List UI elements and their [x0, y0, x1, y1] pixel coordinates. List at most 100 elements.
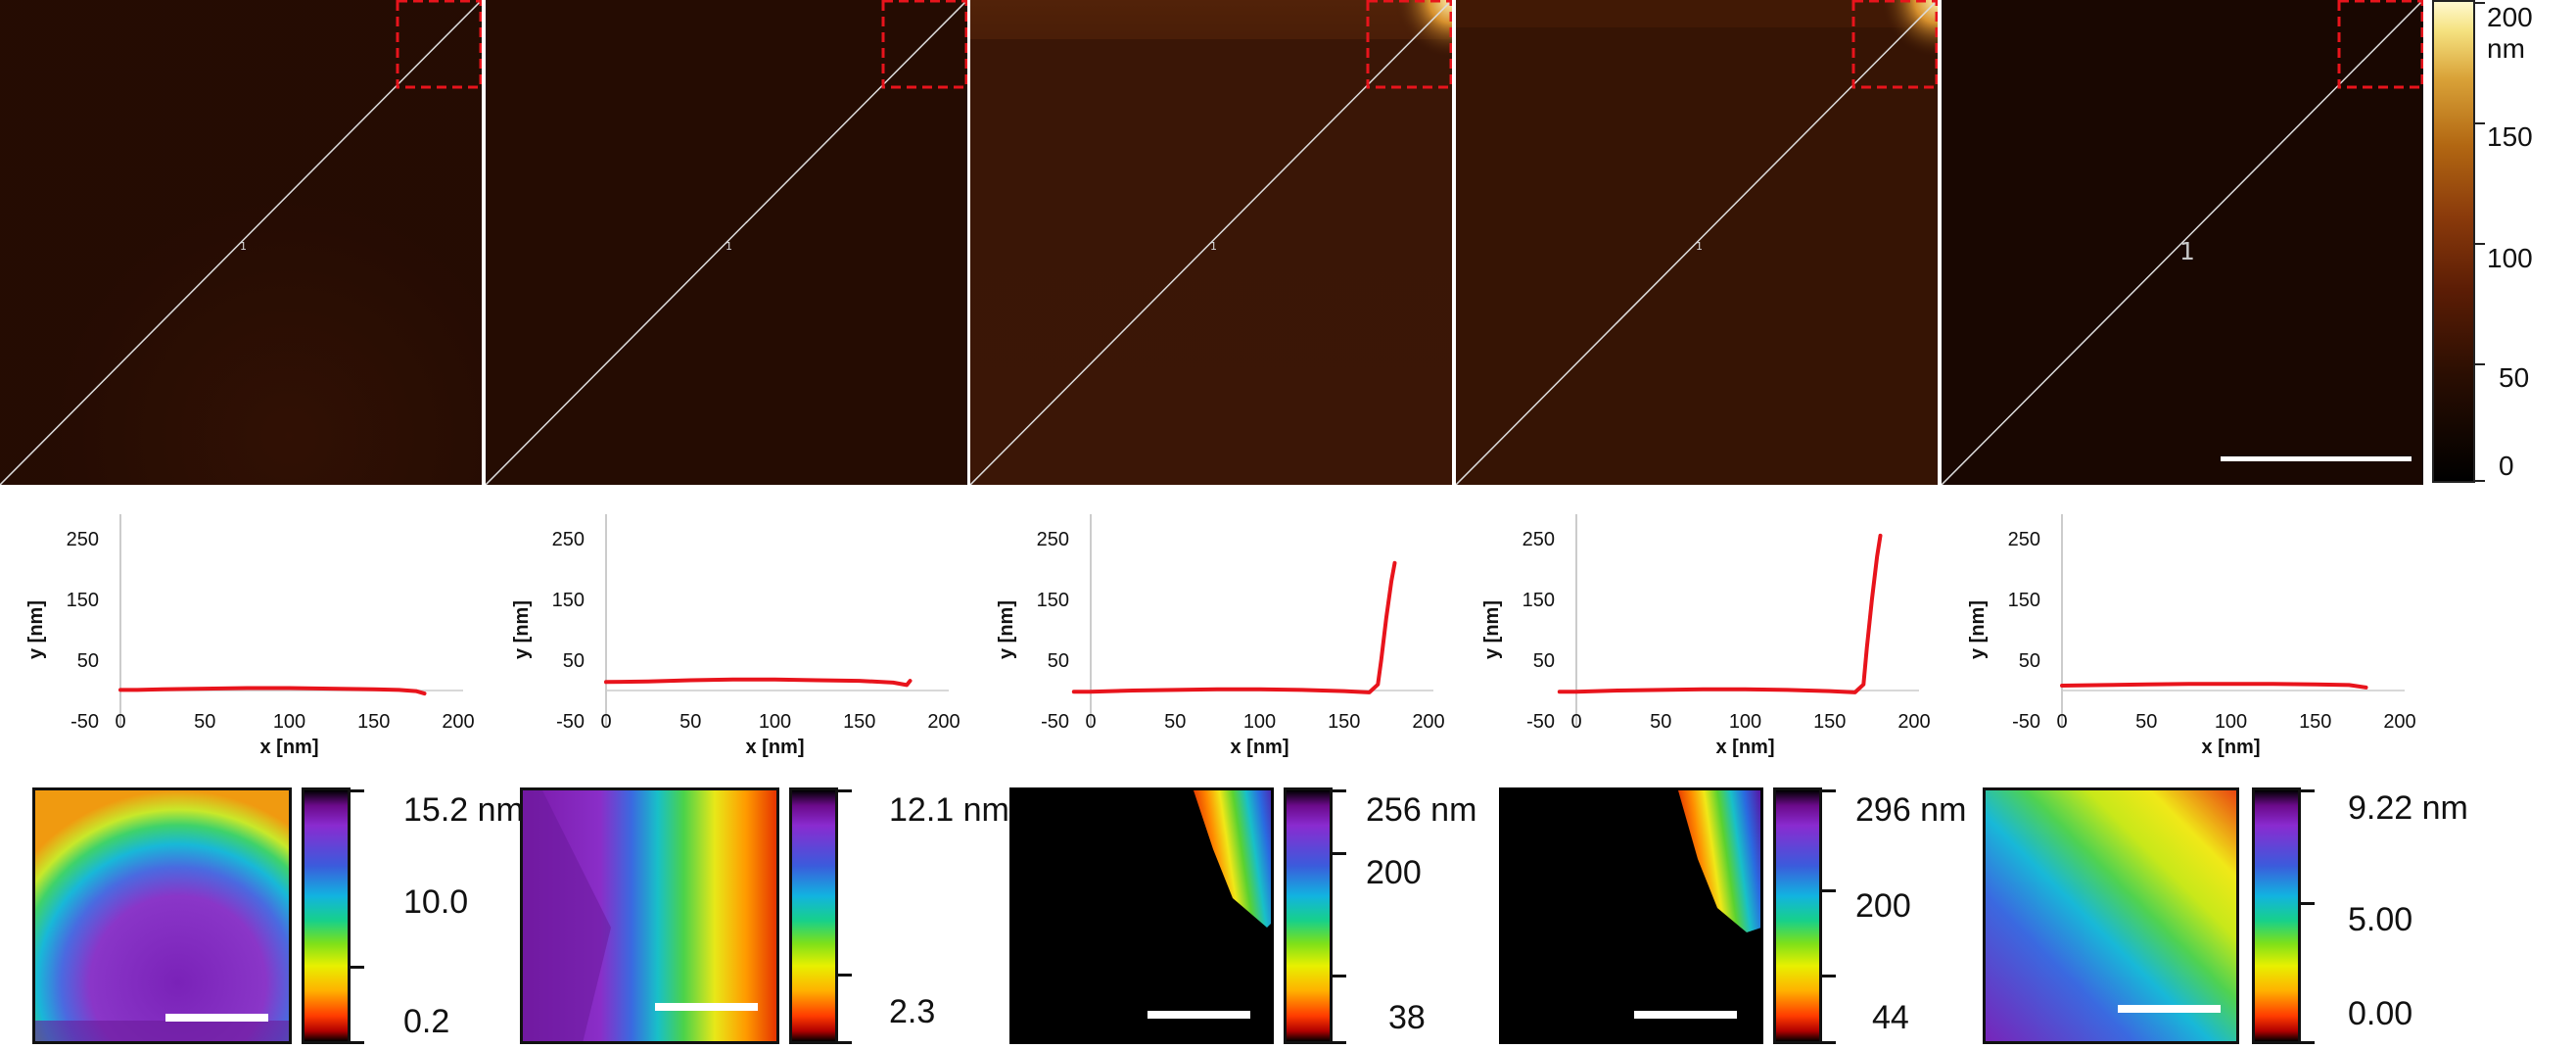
rainbow-colorbar-5 [2252, 787, 2301, 1044]
y-tick-label: -50 [556, 711, 585, 733]
y-axis-label: y [nm] [25, 600, 47, 659]
roi-box [396, 0, 482, 89]
x-axis-label: x [nm] [746, 737, 805, 758]
x-tick-label: 50 [194, 711, 215, 733]
x-tick-label: 0 [600, 711, 611, 733]
colorbar-tick [2475, 2, 2485, 4]
x-tick-label: 0 [115, 711, 125, 733]
y-tick-label: 250 [552, 529, 585, 550]
x-axis-label: x [nm] [2202, 737, 2261, 758]
profile-line-1 [1456, 0, 1938, 485]
profile-number-label: 1 [726, 240, 732, 253]
colorbar-label: 296 nm [1855, 791, 1967, 829]
colorbar-label: 0.00 [2348, 995, 2413, 1032]
x-tick-label: 150 [2299, 711, 2331, 733]
roi-box [881, 0, 967, 89]
x-tick-label: 0 [1085, 711, 1096, 733]
x-tick-label: 100 [273, 711, 305, 733]
scale-bar [655, 1003, 758, 1011]
colorbar-label: 15.2 nm [403, 791, 524, 829]
y-tick-label: -50 [1041, 711, 1069, 733]
y-tick-label: 50 [77, 650, 99, 672]
scale-bar [1634, 1011, 1737, 1019]
zoom-inset-2 [520, 787, 779, 1044]
profile-plot-1: 250 150 50 -50 0 50 100 150 200 x [nm] y [nm] [0, 500, 482, 774]
y-axis-label: y [nm] [996, 600, 1017, 659]
x-tick-label: 50 [1650, 711, 1671, 733]
y-tick-label: 150 [67, 590, 99, 611]
roi-box [2337, 0, 2423, 89]
x-tick-label: 200 [442, 711, 474, 733]
scale-bar [2118, 1005, 2221, 1013]
roi-box [1851, 0, 1938, 89]
scale-bar [2221, 456, 2412, 461]
colorbar-label: 200 [1855, 887, 1911, 925]
colorbar-label: 44 [1872, 999, 1909, 1036]
y-tick-label: 50 [2019, 650, 2040, 672]
profile-number-label: 1 [240, 240, 247, 253]
colorbar-label: 100 [2487, 243, 2533, 273]
y-tick-label: 150 [1037, 590, 1069, 611]
x-tick-label: 150 [1328, 711, 1360, 733]
x-tick-label: 100 [1243, 711, 1276, 733]
x-tick-label: 200 [1897, 711, 1930, 733]
x-tick-label: 0 [1570, 711, 1581, 733]
colorbar-label: 38 [1388, 999, 1426, 1036]
y-axis-label: y [nm] [511, 600, 533, 659]
rainbow-colorbar-1 [302, 787, 351, 1044]
zoom-inset-5 [1983, 787, 2239, 1044]
profile-plot-3: 250 150 50 -50 0 50 100 150 200 x [nm] y [nm] [970, 500, 1452, 774]
colorbar-label: 50 [2499, 362, 2530, 393]
afm-height-image-4: 1 [1456, 0, 1938, 485]
profile-series-line [2060, 682, 2368, 690]
colorbar-tick [2475, 243, 2485, 245]
x-tick-label: 150 [1813, 711, 1846, 733]
x-tick-label: 200 [2383, 711, 2415, 733]
profile-number-label: 1 [2179, 237, 2195, 265]
zoom-inset-3 [1009, 787, 1274, 1044]
x-tick-label: 200 [1412, 711, 1444, 733]
profile-series-line [604, 677, 913, 688]
y-axis-label: y [nm] [1481, 600, 1503, 659]
y-tick-label: -50 [2012, 711, 2040, 733]
y-tick-label: 50 [563, 650, 585, 672]
x-tick-label: 100 [759, 711, 791, 733]
y-tick-label: 150 [2008, 590, 2040, 611]
rainbow-colorbar-2 [789, 787, 838, 1044]
colorbar-label: 2.3 [889, 993, 936, 1030]
y-tick-label: 250 [67, 529, 99, 550]
y-tick-label: 250 [2008, 529, 2040, 550]
x-axis-label: x [nm] [260, 737, 319, 758]
colorbar-label: 150 [2487, 121, 2533, 152]
colorbar-label: 256 nm [1366, 791, 1477, 829]
y-tick-label: -50 [70, 711, 99, 733]
rainbow-colorbar-4 [1773, 787, 1822, 1044]
profile-line-1 [1942, 0, 2423, 485]
x-tick-label: 50 [2135, 711, 2157, 733]
colorbar-label: 12.1 nm [889, 791, 1009, 829]
height-colorbar [2432, 0, 2475, 483]
colorbar-tick [2475, 363, 2485, 365]
y-axis-label: y [nm] [1967, 600, 1989, 659]
profile-series-line [118, 686, 427, 696]
x-tick-label: 200 [927, 711, 960, 733]
profile-line-1 [486, 0, 967, 485]
colorbar-label: 9.22 nm [2348, 789, 2468, 827]
colorbar-tick [2475, 480, 2485, 482]
zoom-inset-4 [1499, 787, 1763, 1044]
rainbow-colorbar-3 [1284, 787, 1333, 1044]
x-tick-label: 100 [2215, 711, 2247, 733]
scale-bar [165, 1014, 268, 1022]
profile-series-line [1071, 560, 1397, 694]
x-tick-label: 0 [2056, 711, 2067, 733]
roi-box [1366, 0, 1452, 89]
profile-plot-5: 250 150 50 -50 0 50 100 150 200 x [nm] y [nm] [1942, 500, 2423, 774]
profile-plot-2: 250 150 50 -50 0 50 100 150 200 x [nm] y [nm] [486, 500, 967, 774]
profile-series-line [1557, 533, 1883, 694]
y-tick-label: 50 [1048, 650, 1069, 672]
profile-number-label: 1 [1696, 240, 1703, 253]
profile-plot-4: 250 150 50 -50 0 50 100 150 200 x [nm] y [nm] [1456, 500, 1938, 774]
colorbar-label: 0 [2499, 451, 2514, 481]
colorbar-label: 200 [1366, 854, 1422, 891]
x-tick-label: 50 [679, 711, 701, 733]
